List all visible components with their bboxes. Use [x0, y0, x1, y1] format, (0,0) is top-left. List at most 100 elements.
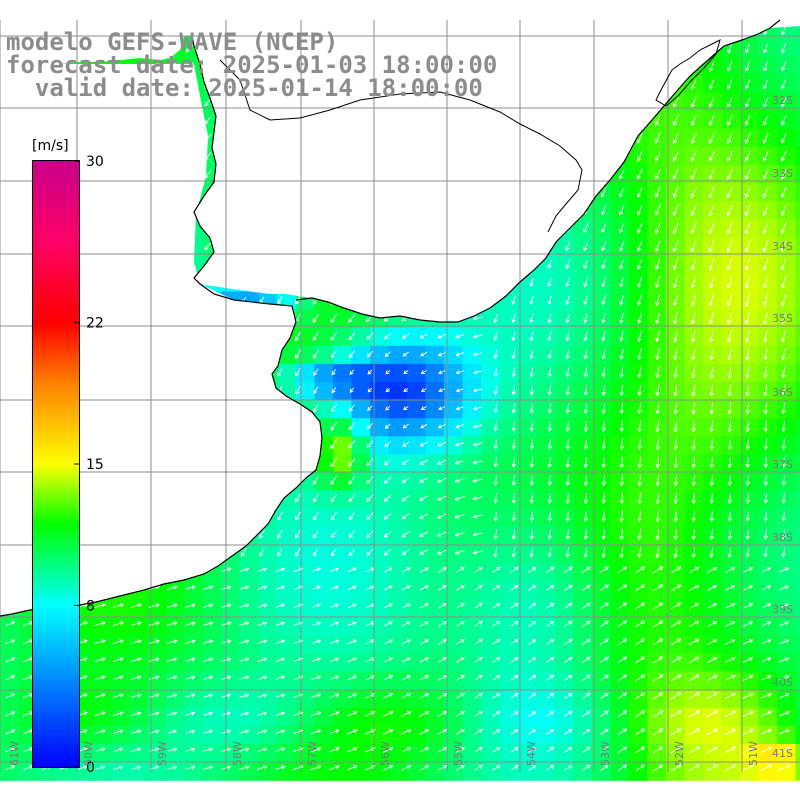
wind-speed-cell	[795, 38, 800, 57]
wind-arrow	[455, 334, 465, 339]
wind-arrow	[781, 79, 787, 90]
wind-arrow	[691, 294, 697, 307]
wind-arrow	[436, 459, 447, 465]
wind-speed-cell	[740, 617, 760, 636]
wind-speed-cell	[407, 653, 427, 673]
wind-arrow	[761, 621, 772, 627]
wind-speed-cell	[185, 599, 205, 618]
wind-arrow	[709, 438, 714, 451]
wind-arrow	[636, 186, 643, 198]
wind-speed-cell	[740, 762, 760, 781]
wind-arrow	[403, 406, 409, 411]
wind-arrow	[601, 492, 606, 505]
wind-arrow	[419, 531, 429, 537]
wind-speed-cell	[333, 327, 353, 347]
wind-arrow	[726, 132, 733, 144]
latitude-label: 35S	[772, 312, 793, 325]
wind-arrow	[311, 585, 321, 590]
wind-speed-cell	[721, 762, 741, 781]
wind-speed-cell	[721, 563, 741, 582]
wind-speed-cell	[795, 201, 800, 220]
wind-arrow	[563, 674, 573, 681]
wind-arrow	[527, 584, 537, 591]
wind-arrow	[619, 474, 624, 487]
wind-arrow	[725, 620, 736, 627]
wind-speed-cell	[573, 617, 593, 636]
wind-arrow	[763, 420, 768, 433]
wind-arrow	[655, 492, 660, 505]
wind-arrow	[762, 258, 769, 271]
wind-speed-cell	[647, 273, 667, 293]
longitude-label: 53W	[599, 741, 612, 766]
wind-speed-cell	[407, 671, 427, 691]
wind-speed-cell	[444, 363, 464, 383]
wind-speed-cell	[610, 563, 630, 582]
wind-arrow	[528, 675, 537, 681]
wind-arrow	[313, 386, 319, 394]
wind-speed-cell	[573, 635, 593, 655]
wind-arrow	[185, 675, 196, 680]
wind-speed-cell	[536, 291, 556, 311]
wind-speed-cell	[185, 707, 205, 727]
wind-arrow	[689, 620, 700, 628]
wind-arrow	[347, 693, 358, 699]
wind-arrow	[347, 603, 357, 609]
wind-speed-cell	[629, 436, 649, 455]
wind-arrow	[455, 406, 464, 411]
wind-speed-cell	[425, 617, 445, 636]
wind-speed-cell	[111, 744, 131, 763]
wind-speed-cell	[647, 128, 667, 148]
wind-arrow	[203, 621, 214, 626]
wind-arrow	[329, 657, 340, 663]
wind-speed-cell	[462, 617, 482, 636]
wind-speed-cell	[370, 544, 390, 564]
wind-speed-cell	[92, 671, 112, 691]
wind-arrow	[493, 421, 498, 432]
wind-arrow	[780, 133, 787, 144]
wind-arrow	[635, 566, 646, 574]
latitude-label: 41S	[772, 747, 793, 760]
wind-speed-cell	[333, 418, 353, 437]
wind-speed-cell	[703, 182, 723, 202]
wind-speed-cell	[388, 563, 408, 582]
wind-speed-cell	[536, 363, 556, 383]
wind-speed-cell	[444, 563, 464, 582]
wind-arrow	[311, 567, 321, 572]
wind-arrow	[778, 728, 790, 735]
wind-speed-cell	[610, 382, 630, 401]
wind-speed-cell	[333, 762, 353, 781]
wind-speed-cell	[777, 671, 797, 691]
wind-arrow	[473, 585, 483, 591]
wind-speed-cell	[740, 472, 760, 492]
wind-speed-cell	[777, 526, 797, 546]
wind-arrow	[472, 478, 483, 483]
wind-arrow	[383, 657, 394, 663]
wind-arrow	[419, 710, 430, 717]
model-title: modelo GEFS-WAVE (NCEP)	[6, 28, 339, 56]
wind-speed-cell	[499, 563, 519, 582]
wind-arrow	[583, 295, 588, 306]
wind-arrow	[473, 711, 483, 717]
wind-arrow	[385, 388, 391, 393]
wind-arrow	[277, 547, 283, 557]
wind-arrow	[257, 567, 268, 572]
wind-speed-cell	[296, 581, 316, 600]
wind-speed-cell	[129, 707, 149, 727]
wind-speed-cell	[222, 762, 242, 781]
wind-arrow	[527, 566, 537, 573]
wind-speed-cell	[370, 327, 390, 347]
wind-arrow	[546, 638, 555, 645]
wind-arrow	[637, 474, 642, 487]
wind-arrow	[745, 420, 750, 433]
wind-arrow	[313, 530, 319, 539]
wind-arrow	[690, 78, 697, 90]
wind-speed-cell	[240, 671, 260, 691]
wind-arrow	[781, 330, 786, 343]
wind-arrow	[778, 764, 791, 771]
wind-arrow	[601, 277, 606, 288]
wind-arrow	[689, 566, 700, 573]
wind-speed-cell	[703, 508, 723, 528]
wind-arrow	[436, 549, 447, 555]
wind-arrow	[743, 639, 754, 645]
wind-speed-cell	[703, 418, 723, 437]
